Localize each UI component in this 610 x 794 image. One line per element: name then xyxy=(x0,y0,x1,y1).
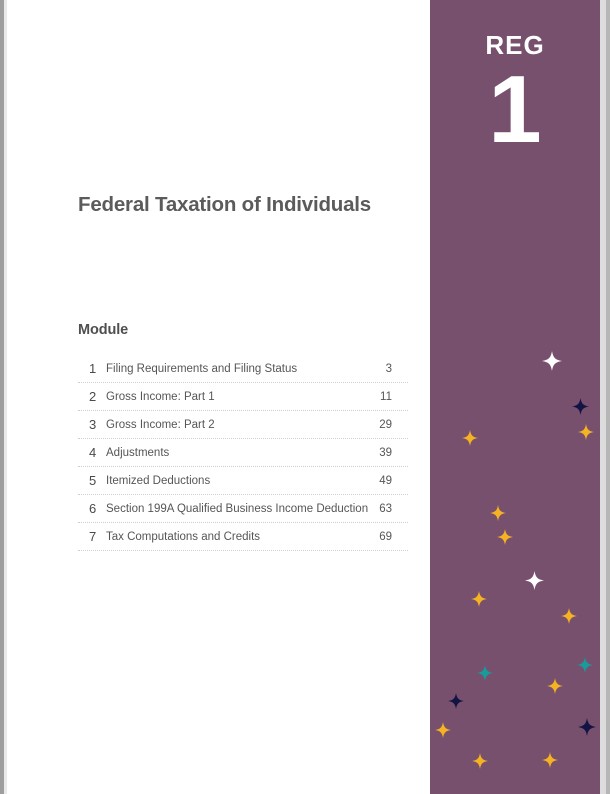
page-title: Federal Taxation of Individuals xyxy=(78,193,372,216)
sparkle-icon xyxy=(525,571,544,590)
sparkle-icon xyxy=(561,608,577,624)
toc-row[interactable]: 1 Filing Requirements and Filing Status 3 xyxy=(78,355,408,383)
toc-row-page-number: 69 xyxy=(379,530,392,543)
page-edge-right-shadow xyxy=(600,0,606,794)
sparkle-icon xyxy=(542,351,562,371)
table-of-contents: Module 1 Filing Requirements and Filing S… xyxy=(78,322,408,551)
toc-row-number: 5 xyxy=(89,473,97,488)
section-number-label: 1 xyxy=(488,56,542,163)
toc-row-title: Section 199A Qualified Business Income D… xyxy=(106,502,368,515)
toc-row-number: 4 xyxy=(89,445,97,460)
toc-row-number: 1 xyxy=(89,361,97,376)
toc-row-number: 3 xyxy=(89,417,97,432)
sparkle-icon xyxy=(462,430,478,446)
section-panel: REG 1 xyxy=(430,0,600,794)
toc-row-page-number: 39 xyxy=(379,446,392,459)
toc-row[interactable]: 2 Gross Income: Part 1 11 xyxy=(78,383,408,411)
sparkle-icon xyxy=(477,665,493,681)
toc-row-title: Tax Computations and Credits xyxy=(106,530,261,543)
sparkle-icon xyxy=(448,693,464,709)
sparkle-icon xyxy=(472,753,488,769)
toc-row[interactable]: 5 Itemized Deductions 49 xyxy=(78,467,408,495)
toc-row-title: Filing Requirements and Filing Status xyxy=(106,362,298,375)
page-edge-left-shadow xyxy=(4,0,7,794)
toc-row[interactable]: 3 Gross Income: Part 2 29 xyxy=(78,411,408,439)
toc-row-number: 2 xyxy=(89,389,97,404)
toc-row-number: 7 xyxy=(89,529,97,544)
toc-row-page-number: 49 xyxy=(379,474,392,487)
sparkle-icon xyxy=(572,398,589,415)
toc-row-page-number: 11 xyxy=(380,390,392,403)
sparkle-icon xyxy=(542,752,558,768)
sparkle-icon xyxy=(471,591,487,607)
toc-row-number: 6 xyxy=(89,501,97,516)
sparkle-icon xyxy=(435,722,451,738)
toc-list: 1 Filing Requirements and Filing Status 3 2… xyxy=(78,355,408,551)
sparkle-icon xyxy=(577,657,593,673)
sparkle-icon xyxy=(578,424,594,440)
toc-row-title: Itemized Deductions xyxy=(106,474,211,487)
toc-row-title: Gross Income: Part 2 xyxy=(106,418,215,431)
toc-row-page-number: 63 xyxy=(379,502,392,515)
toc-row-title: Adjustments xyxy=(106,446,170,459)
page-edge-left xyxy=(0,0,4,794)
sparkle-icon xyxy=(547,678,563,694)
sparkle-icon xyxy=(497,529,513,545)
sparkle-icon xyxy=(490,505,506,521)
toc-row[interactable]: 4 Adjustments 39 xyxy=(78,439,408,467)
sparkle-icon xyxy=(578,718,596,736)
toc-row-page-number: 3 xyxy=(385,362,392,375)
section-code-label: REG xyxy=(485,30,545,60)
toc-heading: Module xyxy=(78,322,129,338)
toc-row-title: Gross Income: Part 1 xyxy=(106,390,215,403)
page-content-area: Federal Taxation of Individuals Module 1… xyxy=(7,0,430,794)
toc-row-page-number: 29 xyxy=(379,418,392,431)
page-edge-right xyxy=(606,0,610,794)
toc-row[interactable]: 6 Section 199A Qualified Business Income … xyxy=(78,495,408,523)
toc-row[interactable]: 7 Tax Computations and Credits 69 xyxy=(78,523,408,551)
